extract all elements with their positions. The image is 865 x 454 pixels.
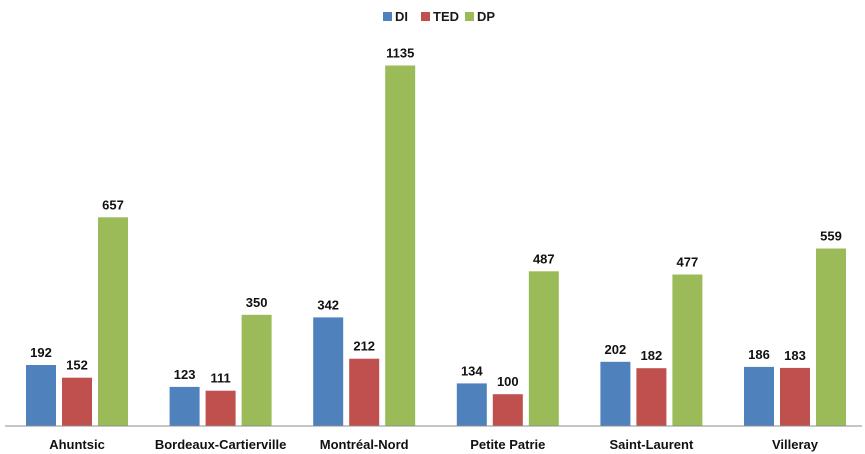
legend-label-ted: TED <box>433 9 459 24</box>
value-label-ahuntsic-dp: 657 <box>102 197 124 212</box>
value-label-montreal-nord-di: 342 <box>317 297 339 312</box>
value-labels-group: 192 152 657 123 111 350 342 212 1135 134 100 487 202… <box>30 46 842 390</box>
value-label-bordeaux-cartierville-dp: 350 <box>246 295 268 310</box>
value-label-montreal-nord-ted: 212 <box>353 339 375 354</box>
category-label-villeray: Villeray <box>772 437 819 452</box>
bar-villeray-ted <box>780 367 810 426</box>
value-label-bordeaux-cartierville-ted: 111 <box>210 371 230 386</box>
bar-villeray-di <box>744 366 774 426</box>
value-label-ahuntsic-ted: 152 <box>66 358 88 373</box>
bar-bordeaux-cartierville-di <box>169 386 200 426</box>
bar-ahuntsic-ted <box>62 377 92 426</box>
value-label-petite-patrie-ted: 100 <box>497 374 519 389</box>
category-labels-group: Ahuntsic Bordeaux-Cartierville Montréal-No… <box>49 437 819 452</box>
value-label-saint-laurent-di: 202 <box>605 342 627 357</box>
bar-ahuntsic-dp <box>98 217 128 426</box>
value-label-petite-patrie-di: 134 <box>461 363 483 378</box>
bar-montreal-nord-di <box>313 317 344 426</box>
bar-montreal-nord-dp <box>385 65 416 426</box>
bar-petite-patrie-di <box>456 383 487 426</box>
value-label-bordeaux-cartierville-di: 123 <box>174 367 196 382</box>
value-label-villeray-di: 186 <box>748 347 770 362</box>
bar-bordeaux-cartierville-ted <box>205 390 236 426</box>
legend: DI TED DP <box>383 9 495 24</box>
bar-bordeaux-cartierville-dp <box>241 314 272 426</box>
bar-saint-laurent-dp <box>672 274 703 426</box>
bars-group <box>26 65 846 426</box>
bar-ahuntsic-di <box>26 365 56 426</box>
bar-saint-laurent-di <box>600 361 631 426</box>
category-label-montreal-nord: Montréal-Nord <box>320 437 409 452</box>
value-label-ahuntsic-di: 192 <box>30 345 52 360</box>
legend-swatch-ted <box>421 12 430 21</box>
bar-villeray-dp <box>816 248 846 426</box>
value-label-montreal-nord-dp: 1135 <box>386 46 414 61</box>
legend-label-di: DI <box>395 9 408 24</box>
legend-label-dp: DP <box>477 9 495 24</box>
legend-swatch-dp <box>465 12 474 21</box>
value-label-saint-laurent-ted: 182 <box>641 348 663 363</box>
bar-petite-patrie-dp <box>528 271 559 426</box>
category-label-ahuntsic: Ahuntsic <box>49 437 105 452</box>
category-label-saint-laurent: Saint-Laurent <box>610 437 694 452</box>
category-label-petite-patrie: Petite Patrie <box>470 437 545 452</box>
legend-swatch-di <box>383 12 392 21</box>
value-label-villeray-dp: 559 <box>820 229 842 244</box>
value-label-petite-patrie-dp: 487 <box>533 251 555 266</box>
bar-montreal-nord-ted <box>349 358 380 426</box>
value-label-saint-laurent-dp: 477 <box>677 255 699 270</box>
bar-petite-patrie-ted <box>492 394 523 426</box>
bar-saint-laurent-ted <box>636 368 667 426</box>
value-label-villeray-ted: 183 <box>784 348 806 363</box>
category-label-bordeaux-cartierville: Bordeaux-Cartierville <box>155 437 287 452</box>
